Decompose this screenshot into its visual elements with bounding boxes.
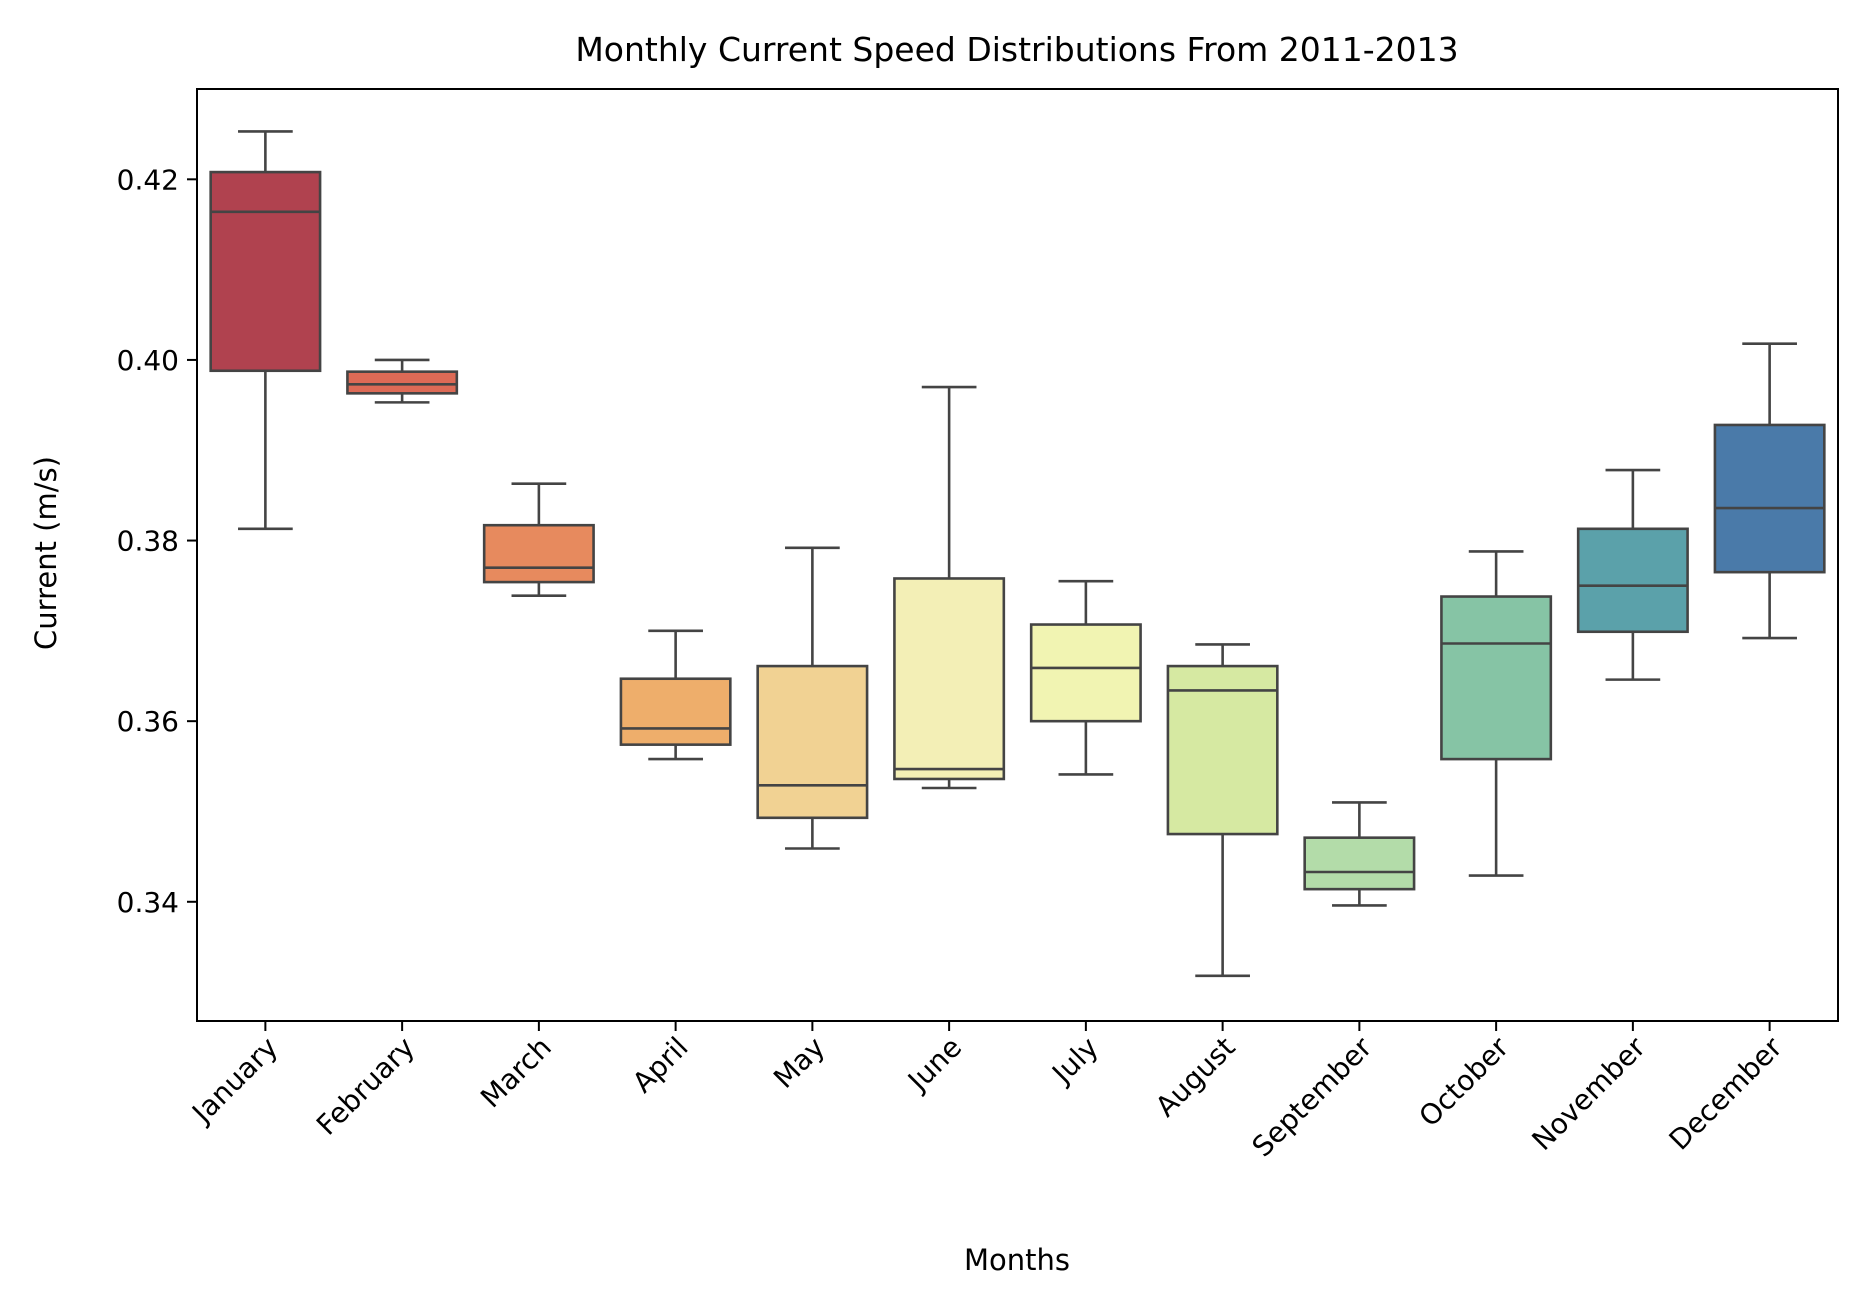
box-january <box>209 130 322 531</box>
box-august <box>1166 643 1279 978</box>
x-tick-label: May <box>767 1031 831 1095</box>
box-october <box>1440 550 1553 877</box>
x-tick-label: February <box>310 1031 421 1142</box>
x-axis-label: Months <box>964 1243 1070 1277</box>
y-axis-label: Current (m/s) <box>29 456 63 650</box>
x-tick-label: April <box>626 1031 695 1100</box>
iqr-box <box>619 677 732 746</box>
box-may <box>756 546 869 850</box>
x-tick-label: September <box>1246 1030 1379 1163</box>
iqr-box <box>893 577 1006 781</box>
y-tick-label: 0.38 <box>117 525 179 558</box>
iqr-box <box>1029 623 1142 723</box>
box-april <box>619 629 732 761</box>
x-tick-label: November <box>1525 1030 1652 1157</box>
iqr-box <box>756 664 869 820</box>
y-tick-label: 0.42 <box>117 163 179 196</box>
box-february <box>346 358 459 404</box>
box-november <box>1576 468 1689 681</box>
iqr-box <box>1713 423 1826 574</box>
plot-frame <box>196 88 1839 1022</box>
x-tick-label: December <box>1663 1030 1789 1156</box>
iqr-box <box>346 370 459 395</box>
box-july <box>1029 579 1142 776</box>
x-tick-label: July <box>1044 1031 1104 1091</box>
x-tick-label: January <box>185 1031 285 1131</box>
box-december <box>1713 342 1826 640</box>
y-tick-label: 0.40 <box>117 344 179 377</box>
chart-title: Monthly Current Speed Distributions From… <box>575 30 1458 69</box>
iqr-box <box>209 170 322 373</box>
iqr-box <box>1303 836 1416 891</box>
iqr-box <box>1576 527 1689 634</box>
box-september <box>1303 801 1416 907</box>
box-march <box>482 482 595 597</box>
x-tick-label: June <box>900 1031 968 1099</box>
iqr-box <box>1440 595 1553 761</box>
x-tick-label: August <box>1149 1031 1242 1124</box>
box-june <box>893 385 1006 790</box>
y-tick-label: 0.34 <box>117 886 179 919</box>
iqr-box <box>1166 664 1279 836</box>
x-tick-label: October <box>1413 1030 1516 1133</box>
y-tick-label: 0.36 <box>117 705 179 738</box>
iqr-box <box>482 523 595 584</box>
plot-area: 0.34 0.36 0.38 0.40 0.42 January February March… <box>117 88 1839 1163</box>
x-tick-label: March <box>474 1031 558 1115</box>
